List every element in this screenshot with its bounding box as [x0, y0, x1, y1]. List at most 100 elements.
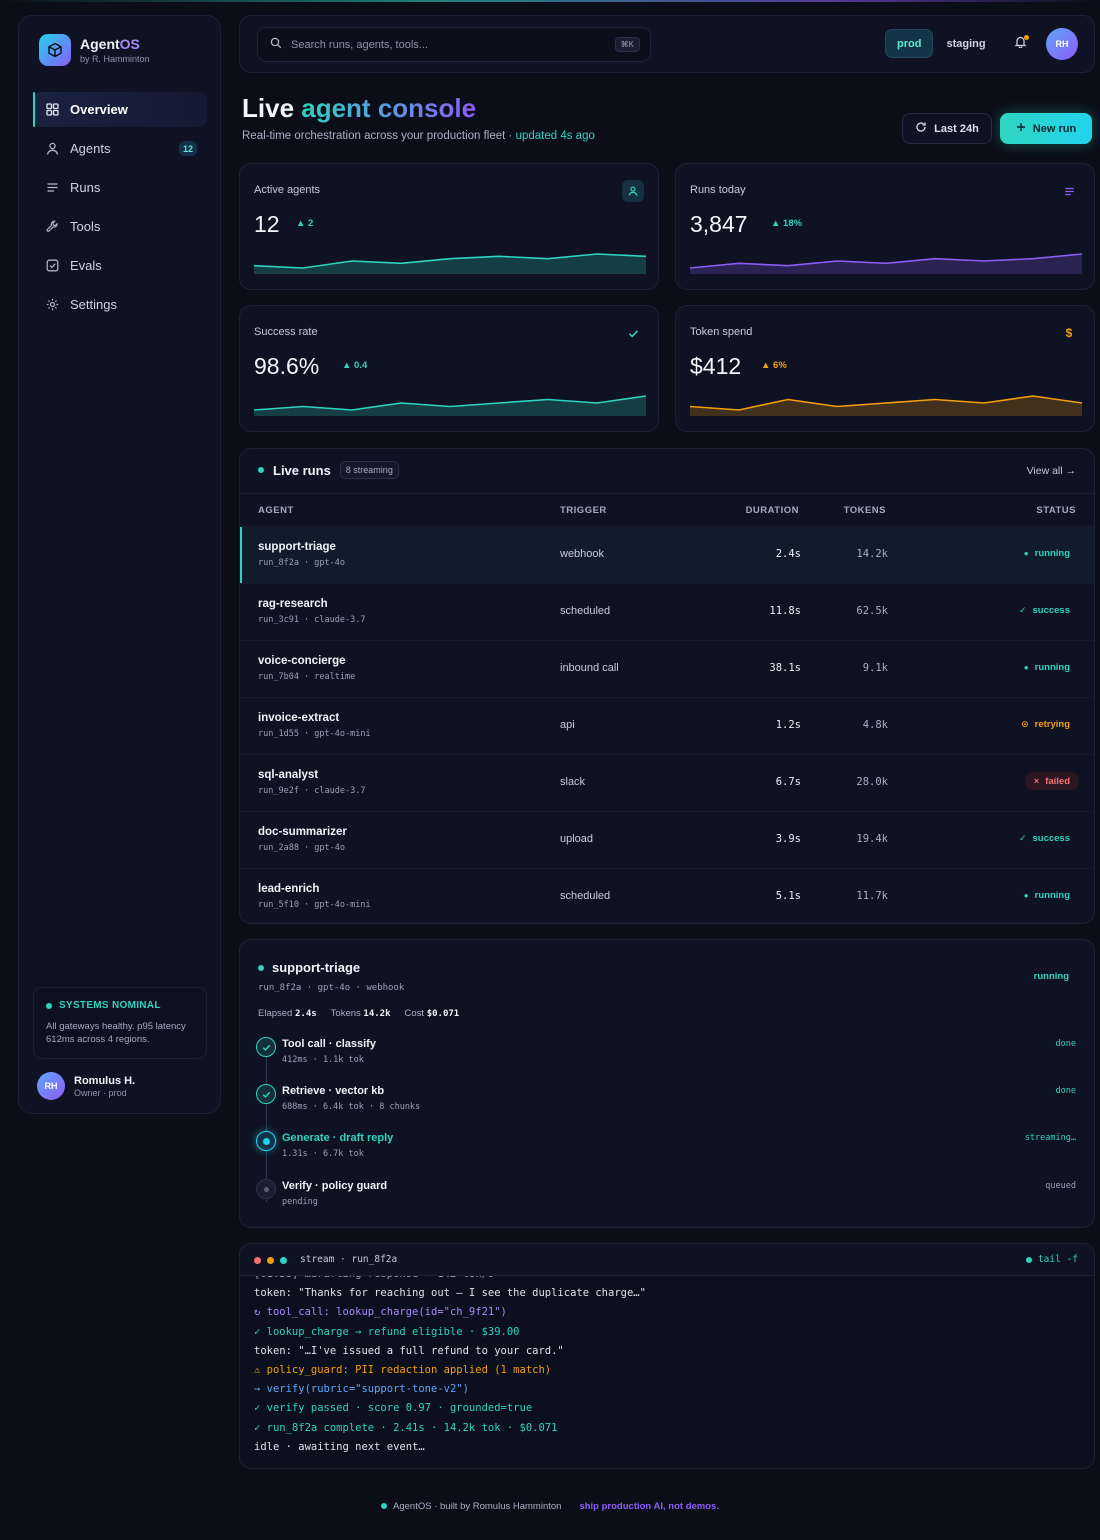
user-profile[interactable]: RH Romulus H. Owner · prod	[37, 1072, 135, 1100]
live-dot	[258, 467, 264, 473]
active-step-icon	[256, 1131, 276, 1151]
column-header-agent[interactable]: AGENT	[258, 505, 294, 516]
tokens: 28.0k	[856, 776, 888, 788]
status-glyph-icon: ●	[1023, 890, 1029, 900]
timeline-line	[266, 1048, 267, 1202]
time-range-button[interactable]: Last 24h	[902, 113, 992, 144]
timeline-step[interactable]: Generate · draft reply 1.31s · 6.7k tok …	[256, 1131, 1076, 1171]
trigger: api	[560, 719, 575, 731]
agent-name: lead-enrich	[258, 883, 320, 895]
step-state: streaming…	[1024, 1133, 1076, 1143]
sidebar: AgentOS by R. Hamminton Overview Agents …	[18, 15, 221, 1114]
trigger: slack	[560, 776, 586, 788]
timeline-step[interactable]: Verify · policy guard pending queued	[256, 1179, 1076, 1219]
log-line: token: "…I've issued a full refund to yo…	[254, 1344, 564, 1357]
sidebar-item-evals[interactable]: Evals	[33, 248, 207, 283]
environment-switch: prod staging	[885, 29, 997, 58]
step-name: Retrieve · vector kb	[282, 1085, 385, 1097]
kpi-delta: ▲ 6%	[761, 360, 787, 371]
window-minimize-dot[interactable]	[267, 1257, 274, 1264]
live-dot	[1025, 1256, 1032, 1263]
table-row[interactable]: rag-research run_3c91 · claude-3.7 sched…	[240, 583, 1094, 640]
page-subtitle: Real-time orchestration across your prod…	[242, 130, 595, 142]
column-header-status[interactable]: STATUS	[1036, 505, 1076, 516]
search-box[interactable]: ⌘K	[257, 27, 651, 62]
view-all-link[interactable]: View all →	[1026, 465, 1076, 477]
sidebar-item-overview[interactable]: Overview	[33, 92, 207, 127]
notifications-button[interactable]	[1006, 30, 1034, 58]
agent-name: doc-summarizer	[258, 826, 347, 838]
status-glyph-icon: ⊙	[1021, 718, 1029, 729]
tail-toggle[interactable]: tail -f	[1025, 1254, 1078, 1265]
status-text: failed	[1045, 775, 1070, 787]
sidebar-item-tools[interactable]: Tools	[33, 209, 207, 244]
sparkline-area	[254, 396, 646, 416]
stream-console: [01:38] …drafting response · 142 tok/s t…	[239, 1243, 1095, 1469]
new-run-button[interactable]: New run	[1000, 113, 1092, 144]
duration: 6.7s	[775, 776, 801, 788]
status-text: running	[1034, 889, 1070, 901]
table-row[interactable]: lead-enrich run_5f10 · gpt-4o-mini sched…	[240, 868, 1094, 923]
new-run-label: New run	[1032, 122, 1077, 135]
status-text: success	[1032, 832, 1070, 844]
trigger: webhook	[560, 548, 605, 560]
tokens: 11.7k	[856, 890, 888, 902]
sparkline-line	[254, 395, 646, 411]
stream-title: stream · run_8f2a	[300, 1254, 398, 1265]
grid-icon	[45, 103, 59, 117]
wrench-icon	[45, 220, 59, 234]
kpi-card-active-agents[interactable]: Active agents 12 ▲ 2	[239, 163, 659, 290]
timeline-step[interactable]: Tool call · classify 412ms · 1.1k tok do…	[256, 1037, 1076, 1077]
brand[interactable]: AgentOS by R. Hamminton	[39, 34, 150, 66]
window-close-dot[interactable]	[254, 1257, 261, 1264]
run-meta: run_7b04 · realtime	[258, 672, 356, 682]
run-meta: run_5f10 · gpt-4o-mini	[258, 900, 371, 910]
step-state: done	[1055, 1039, 1076, 1049]
brand-subtitle: by R. Hamminton	[80, 54, 150, 64]
column-header-duration[interactable]: DURATION	[745, 505, 799, 516]
table-row[interactable]: doc-summarizer run_2a88 · gpt-4o upload …	[240, 811, 1094, 868]
footer-tagline[interactable]: ship production AI, not demos.	[579, 1501, 719, 1512]
sidebar-item-agents[interactable]: Agents 12	[33, 131, 207, 166]
updated-indicator: updated 4s ago	[515, 130, 595, 142]
user-icon	[45, 142, 59, 156]
kpi-card-runs-today[interactable]: Runs today 3,847 ▲ 18%	[675, 163, 1095, 290]
sidebar-item-label: Settings	[70, 297, 117, 312]
sparkline-success-rate	[254, 395, 646, 416]
stream-header: stream · run_8f2a tail -f	[240, 1244, 1094, 1276]
env-prod-button[interactable]: prod	[885, 29, 934, 58]
list-icon	[45, 181, 59, 195]
kpi-label: Runs today	[690, 184, 746, 196]
search-input[interactable]	[291, 38, 601, 51]
time-range-label: Last 24h	[934, 122, 979, 135]
table-row[interactable]: voice-concierge run_7b04 · realtime inbo…	[240, 640, 1094, 697]
duration: 2.4s	[775, 548, 801, 560]
stream-log[interactable]: [01:38] …drafting response · 142 tok/s t…	[254, 1268, 1074, 1464]
kpi-label: Success rate	[254, 326, 318, 338]
table-row[interactable]: sql-analyst run_9e2f · claude-3.7 slack …	[240, 754, 1094, 811]
search-shortcut: ⌘K	[614, 37, 640, 52]
avatar[interactable]: RH	[1046, 28, 1078, 60]
step-state: done	[1055, 1086, 1076, 1096]
log-line: ✓ lookup_charge → refund eligible · $39.…	[254, 1325, 520, 1338]
column-header-tokens[interactable]: TOKENS	[843, 505, 886, 516]
table-row[interactable]: support-triage run_8f2a · gpt-4o webhook…	[240, 526, 1094, 583]
timeline-step[interactable]: Retrieve · vector kb 688ms · 6.4k tok · …	[256, 1084, 1076, 1124]
system-status-card: SYSTEMS NOMINAL All gateways healthy. p9…	[33, 987, 207, 1059]
user-icon	[622, 180, 644, 202]
sidebar-item-label: Evals	[70, 258, 102, 273]
env-staging-button[interactable]: staging	[946, 37, 986, 50]
step-meta: pending	[282, 1197, 318, 1207]
column-header-trigger[interactable]: TRIGGER	[560, 505, 607, 516]
kpi-card-token-spend[interactable]: Token spend $412 ▲ 6% $	[675, 305, 1095, 432]
tokens: 4.8k	[862, 719, 888, 731]
status-badge: ● running	[1016, 658, 1078, 676]
status-badge: × failed	[1025, 772, 1078, 790]
sidebar-item-runs[interactable]: Runs	[33, 170, 207, 205]
window-expand-dot[interactable]	[280, 1257, 287, 1264]
table-row[interactable]: invoice-extract run_1d55 · gpt-4o-mini a…	[240, 697, 1094, 754]
log-line: token: "Thanks for reaching out — I see …	[254, 1287, 646, 1300]
kpi-card-success-rate[interactable]: Success rate 98.6% ▲ 0.4	[239, 305, 659, 432]
status-dot	[381, 1503, 388, 1510]
sidebar-item-settings[interactable]: Settings	[33, 287, 207, 322]
